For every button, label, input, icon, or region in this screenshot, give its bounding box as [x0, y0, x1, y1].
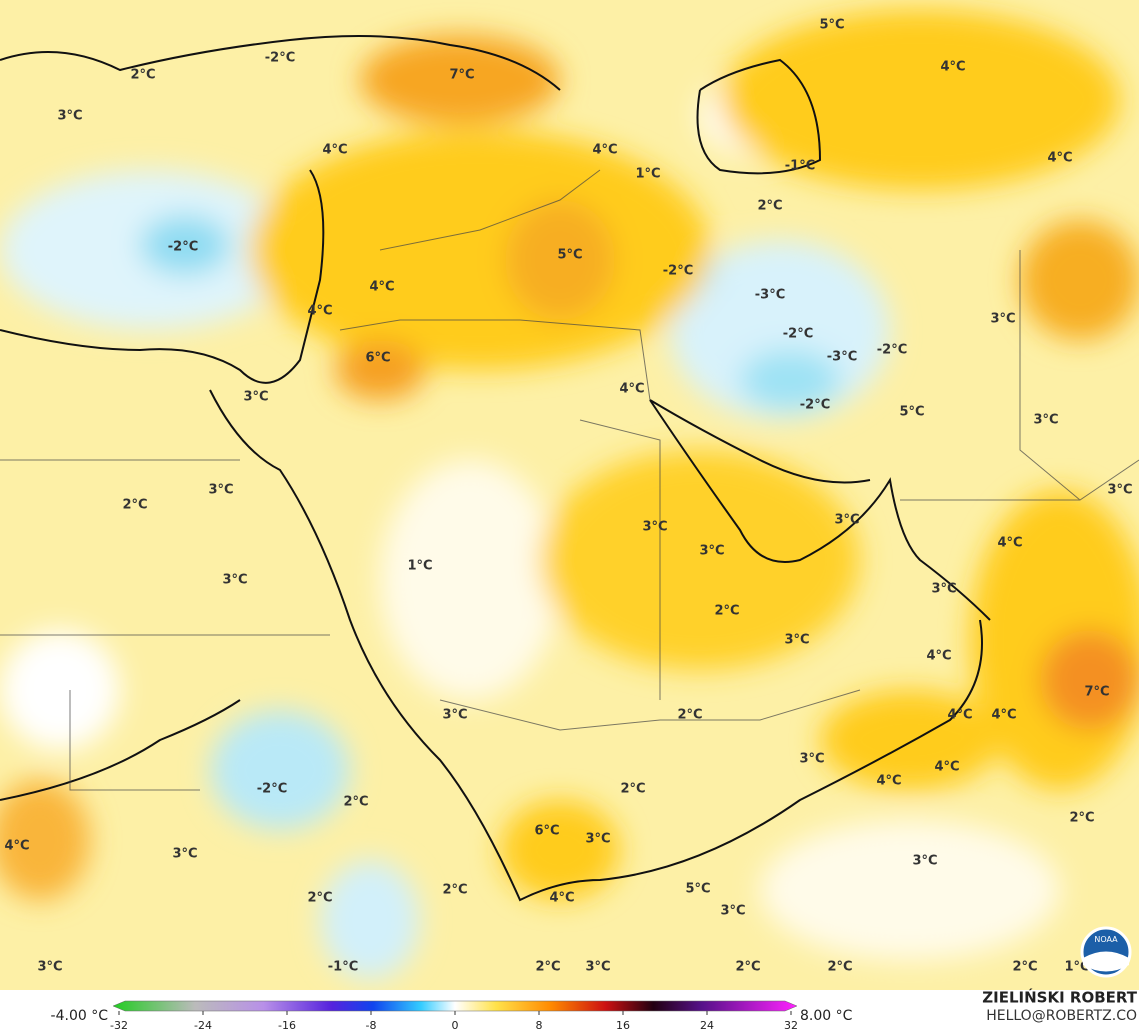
temperature-label: 4°C	[934, 760, 959, 775]
temperature-label: 3°C	[37, 960, 62, 975]
temperature-label: 3°C	[912, 854, 937, 869]
temperature-label: 5°C	[899, 405, 924, 420]
temperature-label: 1°C	[407, 559, 432, 574]
temperature-label: 3°C	[784, 633, 809, 648]
colorbar-min-label: -4.00 °C	[51, 1008, 109, 1024]
colorbar-tick-label: 32	[784, 1019, 798, 1032]
colorbar-tick-label: 0	[452, 1019, 459, 1032]
temperature-label: 3°C	[699, 544, 724, 559]
temperature-label: -3°C	[827, 350, 857, 365]
temperature-label: 3°C	[208, 483, 233, 498]
temperature-label: 4°C	[947, 708, 972, 723]
temperature-label: -3°C	[755, 288, 785, 303]
temperature-label: 6°C	[534, 824, 559, 839]
temperature-label: 4°C	[322, 143, 347, 158]
temperature-label: -2°C	[783, 327, 813, 342]
temperature-label: 3°C	[931, 582, 956, 597]
temperature-label: 2°C	[677, 708, 702, 723]
temperature-label: -2°C	[800, 398, 830, 413]
contact: HELLO@ROBERTZ.CO	[986, 1008, 1137, 1024]
noaa-logo: NOAA	[1080, 926, 1132, 978]
temperature-label: 7°C	[1084, 685, 1109, 700]
colorbar-tick-label: -24	[194, 1019, 212, 1032]
temperature-label: 3°C	[1033, 413, 1058, 428]
temperature-label: 2°C	[620, 782, 645, 797]
temperature-label: 4°C	[940, 60, 965, 75]
temperature-label: 2°C	[343, 795, 368, 810]
temperature-label: 3°C	[585, 832, 610, 847]
temperature-label: 2°C	[1069, 811, 1094, 826]
colorbar-scale	[112, 1000, 798, 1012]
temperature-label: 2°C	[130, 68, 155, 83]
temperature-label: 3°C	[172, 847, 197, 862]
temperature-label: 6°C	[365, 351, 390, 366]
temperature-label: 2°C	[757, 199, 782, 214]
temperature-label: 2°C	[122, 498, 147, 513]
temperature-label: 3°C	[834, 513, 859, 528]
colorbar-tick-label: -8	[366, 1019, 377, 1032]
temperature-label: 3°C	[57, 109, 82, 124]
colorbar-max-label: 8.00 °C	[800, 1008, 853, 1024]
temperature-label: 2°C	[714, 604, 739, 619]
temperature-label: 3°C	[990, 312, 1015, 327]
colorbar-tick-label: 16	[616, 1019, 630, 1032]
temperature-label: -2°C	[265, 51, 295, 66]
temperature-label: -2°C	[663, 264, 693, 279]
temperature-label: 2°C	[307, 891, 332, 906]
temperature-label: 1°C	[635, 167, 660, 182]
temperature-label: 4°C	[619, 382, 644, 397]
temperature-label: 7°C	[449, 68, 474, 83]
temperature-label: -2°C	[168, 240, 198, 255]
temperature-label: 3°C	[1107, 483, 1132, 498]
temperature-label: 5°C	[819, 18, 844, 33]
temperature-label: 4°C	[307, 304, 332, 319]
temperature-label: 4°C	[926, 649, 951, 664]
temperature-label: 3°C	[642, 520, 667, 535]
colorbar-tick-label: -16	[278, 1019, 296, 1032]
temperature-label: 4°C	[991, 708, 1016, 723]
temperature-label: 4°C	[1047, 151, 1072, 166]
temperature-label: 4°C	[369, 280, 394, 295]
logo-text: NOAA	[1094, 935, 1118, 944]
temperature-label: 2°C	[827, 960, 852, 975]
colorbar-tick-label: 24	[700, 1019, 714, 1032]
temperature-label: 2°C	[442, 883, 467, 898]
temperature-label: 3°C	[222, 573, 247, 588]
map-labels: 5°C 2°C -2°C 7°C 4°C 3°C 4°C 4°C -1°C 1°C 4°C 2°C -2…	[4, 18, 1132, 975]
author: ZIELIŃSKI ROBERT	[982, 988, 1137, 1007]
temperature-label: -1°C	[785, 159, 815, 174]
temperature-label: 4°C	[592, 143, 617, 158]
temperature-label: 4°C	[876, 774, 901, 789]
map-background	[0, 0, 1139, 990]
temperature-label: 3°C	[799, 752, 824, 767]
temperature-label: -2°C	[257, 782, 287, 797]
temperature-label: 3°C	[243, 390, 268, 405]
colorbar: -4.00 °C 8.00 °C -32 -24 -16 -8 0 8 16 24 32	[51, 1000, 853, 1032]
colorbar-tick-label: 8	[536, 1019, 543, 1032]
temperature-label: 2°C	[535, 960, 560, 975]
temperature-label: 2°C	[735, 960, 760, 975]
legend-background	[0, 990, 1139, 1035]
temperature-label: 4°C	[549, 891, 574, 906]
temperature-label: 2°C	[1012, 960, 1037, 975]
temperature-label: 3°C	[720, 904, 745, 919]
temperature-label: 3°C	[585, 960, 610, 975]
temperature-label: -1°C	[328, 960, 358, 975]
temperature-label: 4°C	[4, 839, 29, 854]
temperature-label: 3°C	[442, 708, 467, 723]
temperature-label: 5°C	[685, 882, 710, 897]
colorbar-tick-label: -32	[110, 1019, 128, 1032]
temperature-label: -2°C	[877, 343, 907, 358]
temperature-label: 4°C	[997, 536, 1022, 551]
temperature-label: 5°C	[557, 248, 582, 263]
